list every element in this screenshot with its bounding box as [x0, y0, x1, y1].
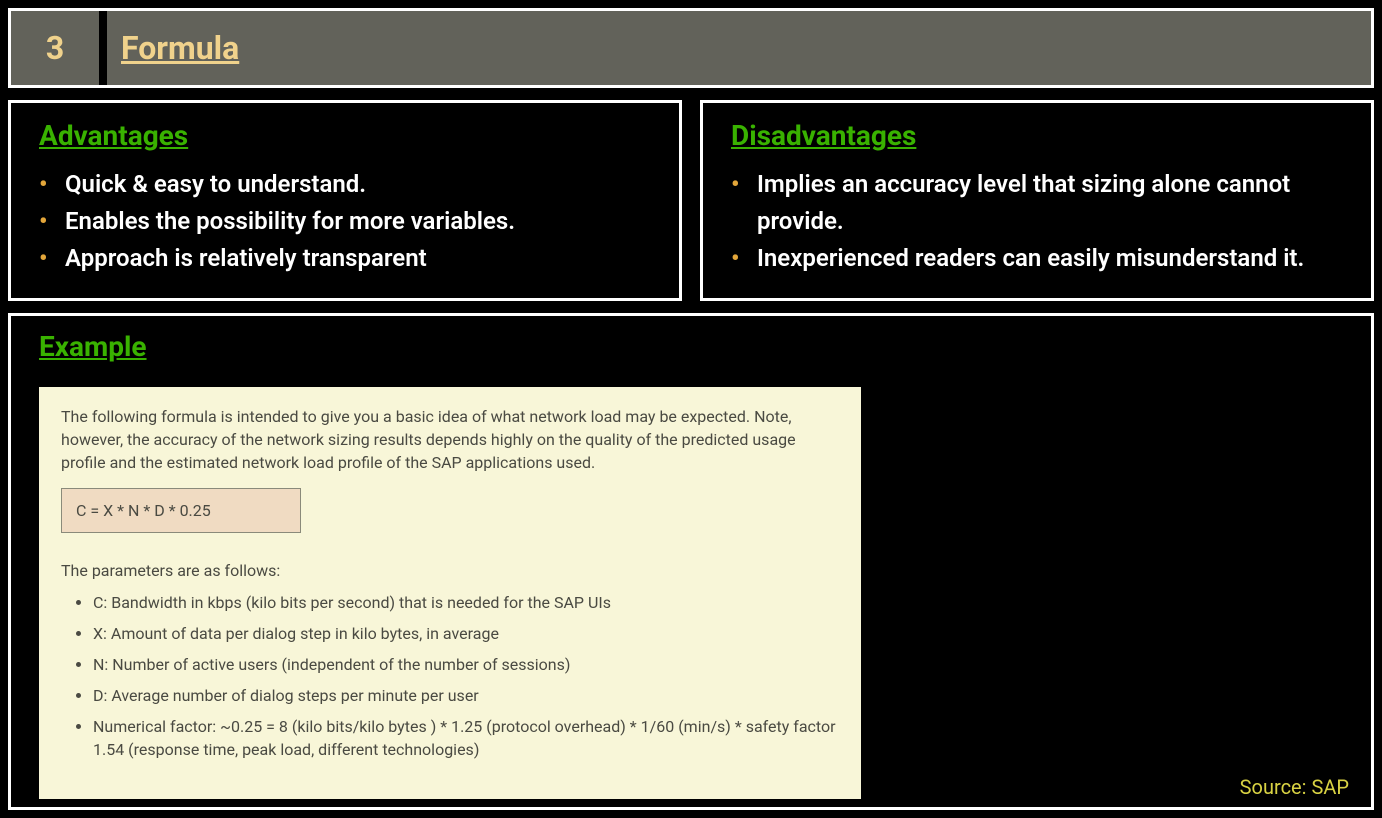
list-item: Numerical factor: ~0.25 = 8 (kilo bits/k…	[93, 715, 839, 761]
list-item: Quick & easy to understand.	[39, 166, 651, 203]
list-item: X: Amount of data per dialog step in kil…	[93, 622, 839, 645]
disadvantages-panel: Disadvantages Implies an accuracy level …	[700, 100, 1374, 301]
example-intro: The following formula is intended to giv…	[61, 405, 839, 475]
source-label: Source: SAP	[1240, 775, 1349, 799]
example-body: The following formula is intended to giv…	[39, 387, 861, 799]
header-bar: 3 Formula	[8, 8, 1374, 88]
list-item: Approach is relatively transparent	[39, 240, 651, 277]
disadvantages-heading: Disadvantages	[731, 119, 1343, 152]
advantages-panel: Advantages Quick & easy to understand. E…	[8, 100, 682, 301]
list-item: D: Average number of dialog steps per mi…	[93, 684, 839, 707]
example-panel: Example The following formula is intende…	[8, 313, 1374, 810]
example-heading: Example	[39, 330, 1343, 363]
advantages-heading: Advantages	[39, 119, 651, 152]
list-item: Implies an accuracy level that sizing al…	[731, 166, 1343, 240]
header-title: Formula	[107, 11, 1371, 85]
params-list: C: Bandwidth in kbps (kilo bits per seco…	[61, 591, 839, 762]
header-number: 3	[11, 11, 107, 85]
params-lead: The parameters are as follows:	[61, 559, 839, 582]
disadvantages-list: Implies an accuracy level that sizing al…	[731, 166, 1343, 278]
two-column-row: Advantages Quick & easy to understand. E…	[8, 100, 1374, 301]
list-item: N: Number of active users (independent o…	[93, 653, 839, 676]
formula-box: C = X * N * D * 0.25	[61, 488, 301, 533]
list-item: Inexperienced readers can easily misunde…	[731, 240, 1343, 277]
list-item: Enables the possibility for more variabl…	[39, 203, 651, 240]
advantages-list: Quick & easy to understand. Enables the …	[39, 166, 651, 278]
list-item: C: Bandwidth in kbps (kilo bits per seco…	[93, 591, 839, 614]
